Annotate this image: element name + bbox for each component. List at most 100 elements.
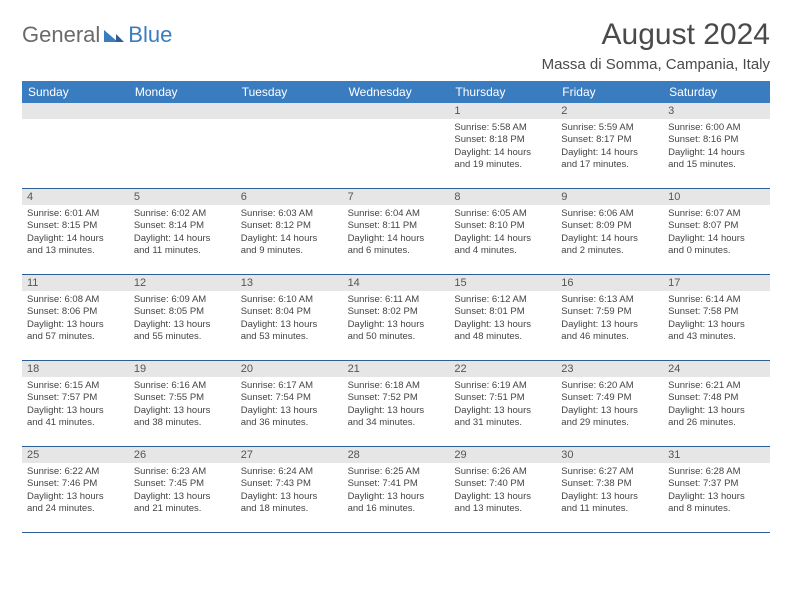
calendar-cell: 29Sunrise: 6:26 AMSunset: 7:40 PMDayligh…: [449, 447, 556, 533]
calendar-cell: 14 Sunrise: 6:11 AMSunset: 8:02 PMDayligh…: [343, 275, 450, 361]
day-number: 20: [236, 361, 343, 377]
weekday-header: Monday: [129, 81, 236, 103]
day-number: 6: [236, 189, 343, 205]
day-number: 5: [129, 189, 236, 205]
sunset-text: Sunset: 8:11 PM: [348, 220, 445, 232]
daylight-text: and 2 minutes.: [561, 245, 658, 257]
sunrise-text: Sunrise: 6:02 AM: [134, 208, 231, 220]
sunset-text: Sunset: 7:48 PM: [668, 392, 765, 404]
weekday-header: Tuesday: [236, 81, 343, 103]
daylight-text: Daylight: 13 hours: [348, 405, 445, 417]
sunrise-text: Sunrise: 5:59 AM: [561, 122, 658, 134]
daylight-text: Daylight: 13 hours: [134, 491, 231, 503]
calendar-cell: 25Sunrise: 6:22 AMSunset: 7:46 PMDayligh…: [22, 447, 129, 533]
daylight-text: and 8 minutes.: [668, 503, 765, 515]
day-number: 4: [22, 189, 129, 205]
sunrise-text: Sunrise: 6:11 AM: [348, 294, 445, 306]
daylight-text: and 36 minutes.: [241, 417, 338, 429]
day-number-strip: [236, 103, 343, 119]
daylight-text: Daylight: 13 hours: [348, 491, 445, 503]
day-number: 12: [129, 275, 236, 291]
daylight-text: and 9 minutes.: [241, 245, 338, 257]
sunset-text: Sunset: 8:16 PM: [668, 134, 765, 146]
sunset-text: Sunset: 7:46 PM: [27, 478, 124, 490]
sunset-text: Sunset: 8:10 PM: [454, 220, 551, 232]
daylight-text: Daylight: 14 hours: [348, 233, 445, 245]
day-number: 29: [449, 447, 556, 463]
daylight-text: Daylight: 13 hours: [454, 405, 551, 417]
daylight-text: Daylight: 13 hours: [668, 405, 765, 417]
daylight-text: Daylight: 14 hours: [27, 233, 124, 245]
sunrise-text: Sunrise: 6:07 AM: [668, 208, 765, 220]
day-number: 3: [663, 103, 770, 119]
sunset-text: Sunset: 7:40 PM: [454, 478, 551, 490]
sunset-text: Sunset: 7:43 PM: [241, 478, 338, 490]
sunset-text: Sunset: 8:02 PM: [348, 306, 445, 318]
daylight-text: and 50 minutes.: [348, 331, 445, 343]
day-number: 19: [129, 361, 236, 377]
daylight-text: and 6 minutes.: [348, 245, 445, 257]
sunrise-text: Sunrise: 6:01 AM: [27, 208, 124, 220]
sunset-text: Sunset: 7:59 PM: [561, 306, 658, 318]
day-number: 1: [449, 103, 556, 119]
calendar-cell: 26Sunrise: 6:23 AMSunset: 7:45 PMDayligh…: [129, 447, 236, 533]
calendar-cell: 18Sunrise: 6:15 AMSunset: 7:57 PMDayligh…: [22, 361, 129, 447]
daylight-text: Daylight: 14 hours: [241, 233, 338, 245]
calendar-cell: 16Sunrise: 6:13 AMSunset: 7:59 PMDayligh…: [556, 275, 663, 361]
sunset-text: Sunset: 7:57 PM: [27, 392, 124, 404]
calendar-cell: 31Sunrise: 6:28 AMSunset: 7:37 PMDayligh…: [663, 447, 770, 533]
daylight-text: Daylight: 13 hours: [561, 319, 658, 331]
weekday-header: Thursday: [449, 81, 556, 103]
calendar-cell: 1Sunrise: 5:58 AMSunset: 8:18 PMDaylight…: [449, 103, 556, 189]
calendar-cell: 3Sunrise: 6:00 AMSunset: 8:16 PMDaylight…: [663, 103, 770, 189]
day-number: 15: [449, 275, 556, 291]
day-number: 11: [22, 275, 129, 291]
daylight-text: and 4 minutes.: [454, 245, 551, 257]
day-number: 24: [663, 361, 770, 377]
calendar-cell: 24 Sunrise: 6:21 AMSunset: 7:48 PMDayligh…: [663, 361, 770, 447]
weekday-header: Friday: [556, 81, 663, 103]
sunrise-text: Sunrise: 6:24 AM: [241, 466, 338, 478]
sunset-text: Sunset: 8:18 PM: [454, 134, 551, 146]
day-number-strip: [343, 103, 450, 119]
calendar-cell: 12Sunrise: 6:09 AMSunset: 8:05 PMDayligh…: [129, 275, 236, 361]
calendar-cell: 5Sunrise: 6:02 AMSunset: 8:14 PMDaylight…: [129, 189, 236, 275]
daylight-text: Daylight: 13 hours: [561, 491, 658, 503]
daylight-text: Daylight: 13 hours: [241, 405, 338, 417]
daylight-text: and 24 minutes.: [27, 503, 124, 515]
sunrise-text: Sunrise: 6:21 AM: [668, 380, 765, 392]
daylight-text: Daylight: 14 hours: [561, 233, 658, 245]
sunrise-text: Sunrise: 6:27 AM: [561, 466, 658, 478]
daylight-text: and 31 minutes.: [454, 417, 551, 429]
sunset-text: Sunset: 7:51 PM: [454, 392, 551, 404]
calendar-cell-empty: [22, 103, 129, 189]
sunrise-text: Sunrise: 6:09 AM: [134, 294, 231, 306]
calendar-cell: 20Sunrise: 6:17 AMSunset: 7:54 PMDayligh…: [236, 361, 343, 447]
daylight-text: and 34 minutes.: [348, 417, 445, 429]
daylight-text: Daylight: 13 hours: [668, 491, 765, 503]
calendar-cell: 30Sunrise: 6:27 AMSunset: 7:38 PMDayligh…: [556, 447, 663, 533]
daylight-text: Daylight: 13 hours: [134, 405, 231, 417]
sunrise-text: Sunrise: 6:18 AM: [348, 380, 445, 392]
sunrise-text: Sunrise: 6:08 AM: [27, 294, 124, 306]
daylight-text: and 29 minutes.: [561, 417, 658, 429]
daylight-text: and 13 minutes.: [27, 245, 124, 257]
day-number: 14: [343, 275, 450, 291]
daylight-text: and 18 minutes.: [241, 503, 338, 515]
calendar-cell: 7Sunrise: 6:04 AMSunset: 8:11 PMDaylight…: [343, 189, 450, 275]
weekday-header: Saturday: [663, 81, 770, 103]
title-block: August 2024 Massa di Somma, Campania, It…: [542, 18, 770, 73]
sunset-text: Sunset: 7:58 PM: [668, 306, 765, 318]
sunrise-text: Sunrise: 6:22 AM: [27, 466, 124, 478]
sunset-text: Sunset: 8:15 PM: [27, 220, 124, 232]
sunset-text: Sunset: 7:54 PM: [241, 392, 338, 404]
daylight-text: Daylight: 13 hours: [348, 319, 445, 331]
sunrise-text: Sunrise: 6:12 AM: [454, 294, 551, 306]
daylight-text: and 13 minutes.: [454, 503, 551, 515]
day-number: 28: [343, 447, 450, 463]
sunrise-text: Sunrise: 6:14 AM: [668, 294, 765, 306]
daylight-text: Daylight: 13 hours: [454, 319, 551, 331]
daylight-text: and 26 minutes.: [668, 417, 765, 429]
sunset-text: Sunset: 7:49 PM: [561, 392, 658, 404]
day-number: 23: [556, 361, 663, 377]
